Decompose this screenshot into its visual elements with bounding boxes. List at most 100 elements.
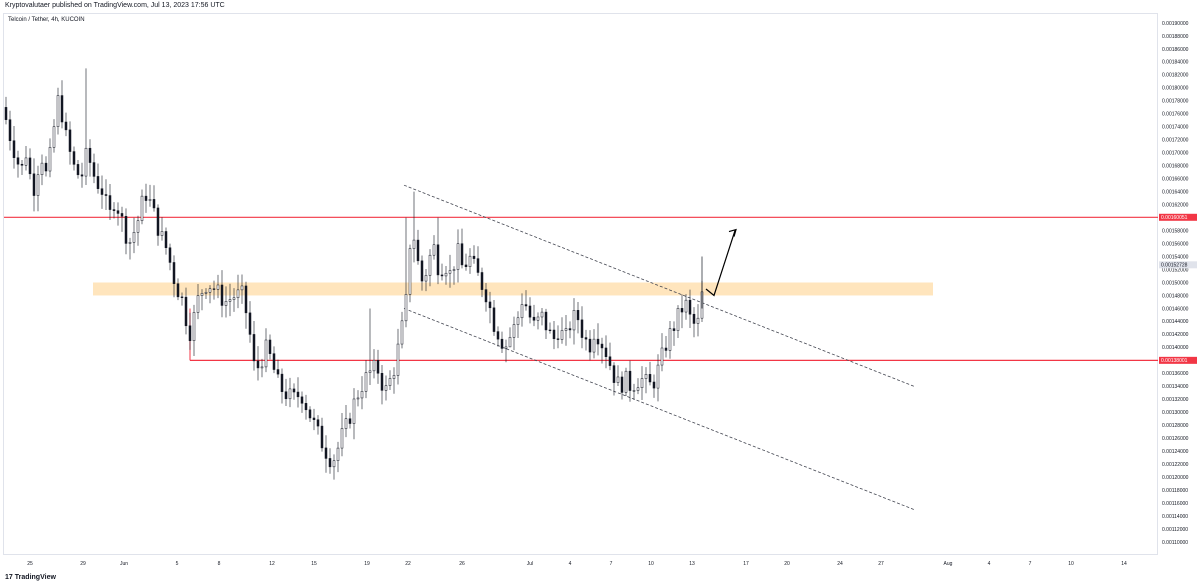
candle	[688, 289, 692, 329]
candle-body	[620, 376, 624, 393]
candle	[384, 375, 388, 401]
candle	[456, 229, 460, 283]
candle	[356, 390, 360, 407]
candle	[268, 334, 272, 360]
candle-body	[452, 269, 456, 271]
candle-body	[200, 293, 204, 296]
candle-body	[488, 301, 492, 309]
candle	[388, 370, 392, 390]
candle-body	[644, 374, 648, 379]
candle-body	[372, 360, 376, 372]
candle	[248, 301, 252, 343]
candle	[408, 244, 412, 303]
price-tick-label: 0.00124000	[1162, 449, 1189, 455]
price-axis-group: 0.00190000 0.00188000 0.00186000 0.00184000…	[1159, 21, 1197, 546]
candle	[564, 314, 568, 346]
candle-body	[296, 391, 300, 398]
tradingview-logo[interactable]: 17 TradingView	[5, 574, 56, 581]
candle	[168, 243, 172, 271]
price-tick-label: 0.00152000	[1162, 267, 1189, 273]
candle-body	[528, 305, 532, 318]
candle	[400, 311, 404, 349]
candle-body	[232, 297, 236, 300]
candle	[128, 237, 132, 260]
candle	[192, 304, 196, 357]
candle	[236, 274, 240, 309]
candle-body	[672, 328, 676, 331]
candle-body	[284, 391, 288, 400]
candle-body	[140, 195, 144, 221]
candle-body	[268, 339, 272, 354]
candle-body	[576, 310, 580, 321]
candle-body	[128, 242, 132, 244]
candle	[164, 227, 168, 255]
candle-body	[4, 107, 8, 120]
candle	[656, 354, 660, 402]
candle	[460, 228, 464, 269]
price-tick-label: 0.00150000	[1162, 280, 1189, 286]
candle	[396, 328, 400, 385]
candle	[144, 183, 148, 213]
candle	[612, 362, 616, 396]
channel-lower-line	[403, 308, 915, 510]
candle	[504, 339, 508, 363]
candle	[584, 329, 588, 351]
price-tick-label: 0.00130000	[1162, 410, 1189, 416]
candle-body	[28, 157, 32, 175]
candle-body	[340, 428, 344, 449]
candle-body	[600, 343, 604, 349]
candle	[680, 294, 684, 329]
price-tick-label: 0.00118000	[1162, 488, 1188, 494]
candle	[328, 448, 332, 474]
candle-body	[360, 391, 364, 399]
candle	[272, 346, 276, 374]
candle	[132, 217, 136, 254]
candle	[628, 360, 632, 402]
candle	[644, 367, 648, 394]
candle	[260, 358, 264, 378]
price-tick-label: 0.00176000	[1162, 112, 1189, 118]
candle-body	[628, 370, 632, 391]
time-tick-label: Jul	[527, 561, 533, 567]
candle	[524, 290, 528, 311]
tradingview-logo-icon: 17	[5, 574, 13, 581]
candle	[136, 215, 140, 246]
candle	[304, 394, 308, 420]
candle	[44, 156, 48, 177]
publisher-text: Kryptovalutaer published on TradingView.…	[5, 2, 225, 9]
candle-body	[180, 296, 184, 298]
candle	[336, 441, 340, 473]
candle	[664, 336, 668, 358]
candle-body	[544, 311, 548, 331]
candle	[380, 364, 384, 405]
candle	[404, 217, 408, 328]
candle-body	[256, 360, 260, 369]
candle-body	[368, 370, 372, 373]
price-tick-label: 0.00172000	[1162, 138, 1189, 144]
candle	[608, 342, 612, 371]
candle-body	[520, 304, 524, 319]
candle-body	[236, 289, 240, 299]
time-tick-label: 10	[1068, 561, 1074, 567]
candle-body	[640, 378, 644, 388]
candle	[512, 316, 516, 351]
candle-body	[676, 308, 680, 331]
candle	[40, 154, 44, 186]
candle	[196, 284, 200, 320]
candle	[208, 285, 212, 304]
candle-body	[456, 243, 460, 270]
candle	[548, 322, 552, 334]
time-tick-label: 10	[648, 561, 654, 567]
candle-body	[100, 188, 104, 195]
channel-upper-line	[403, 184, 915, 387]
candle-body	[448, 270, 452, 274]
candle-body	[12, 140, 16, 158]
candle-body	[616, 376, 620, 383]
candle-body	[324, 447, 328, 459]
candle-body	[244, 285, 248, 314]
support-level-badge	[1159, 356, 1197, 364]
time-tick-label: 17	[743, 561, 749, 567]
candle-body	[344, 418, 348, 429]
time-tick-label: 27	[878, 561, 884, 567]
